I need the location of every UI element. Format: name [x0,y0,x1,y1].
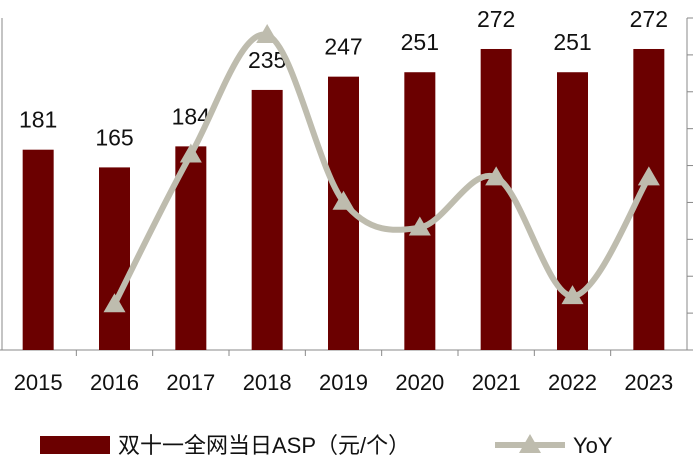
x-tick-label: 2021 [472,370,521,395]
x-tick-label: 2020 [395,370,444,395]
bar-2016 [99,167,130,350]
yoy-marker [103,293,126,313]
bar-2015 [22,149,54,350]
x-tick-label: 2015 [14,370,63,395]
legend-bar-swatch [40,436,110,454]
bar-value-label: 165 [95,124,133,150]
yoy-marker [332,190,355,210]
bar-2020 [404,72,436,350]
x-tick-label: 2022 [548,370,597,395]
bar-2021 [480,48,512,351]
bar-value-label: 181 [19,107,57,133]
yoy-marker [179,143,202,163]
yoy-marker [256,23,279,43]
legend-line-label: YoY [573,433,613,458]
x-tick-label: 2019 [319,370,368,395]
yoy-marker [485,166,508,186]
legend-triangle-icon [519,434,541,453]
bar-value-label: 247 [324,34,362,60]
bar-2017 [175,146,207,350]
legend-bar-label: 双十一全网当日ASP（元/个） [118,433,410,458]
bar-value-label: 251 [401,29,439,55]
x-tick-label: 2023 [624,370,673,395]
x-tick-label: 2016 [90,370,139,395]
bar-2018 [251,89,283,350]
yoy-marker [408,216,431,236]
bar-value-label: 251 [553,29,591,55]
yoy-line [111,31,652,308]
bar-value-label: 272 [630,6,668,32]
bar-value-label: 272 [477,6,515,32]
yoy-marker [637,166,660,186]
yoy-marker [561,285,584,305]
bar-2022 [557,72,588,350]
x-tick-label: 2017 [166,370,215,395]
x-tick-label: 2018 [243,370,292,395]
